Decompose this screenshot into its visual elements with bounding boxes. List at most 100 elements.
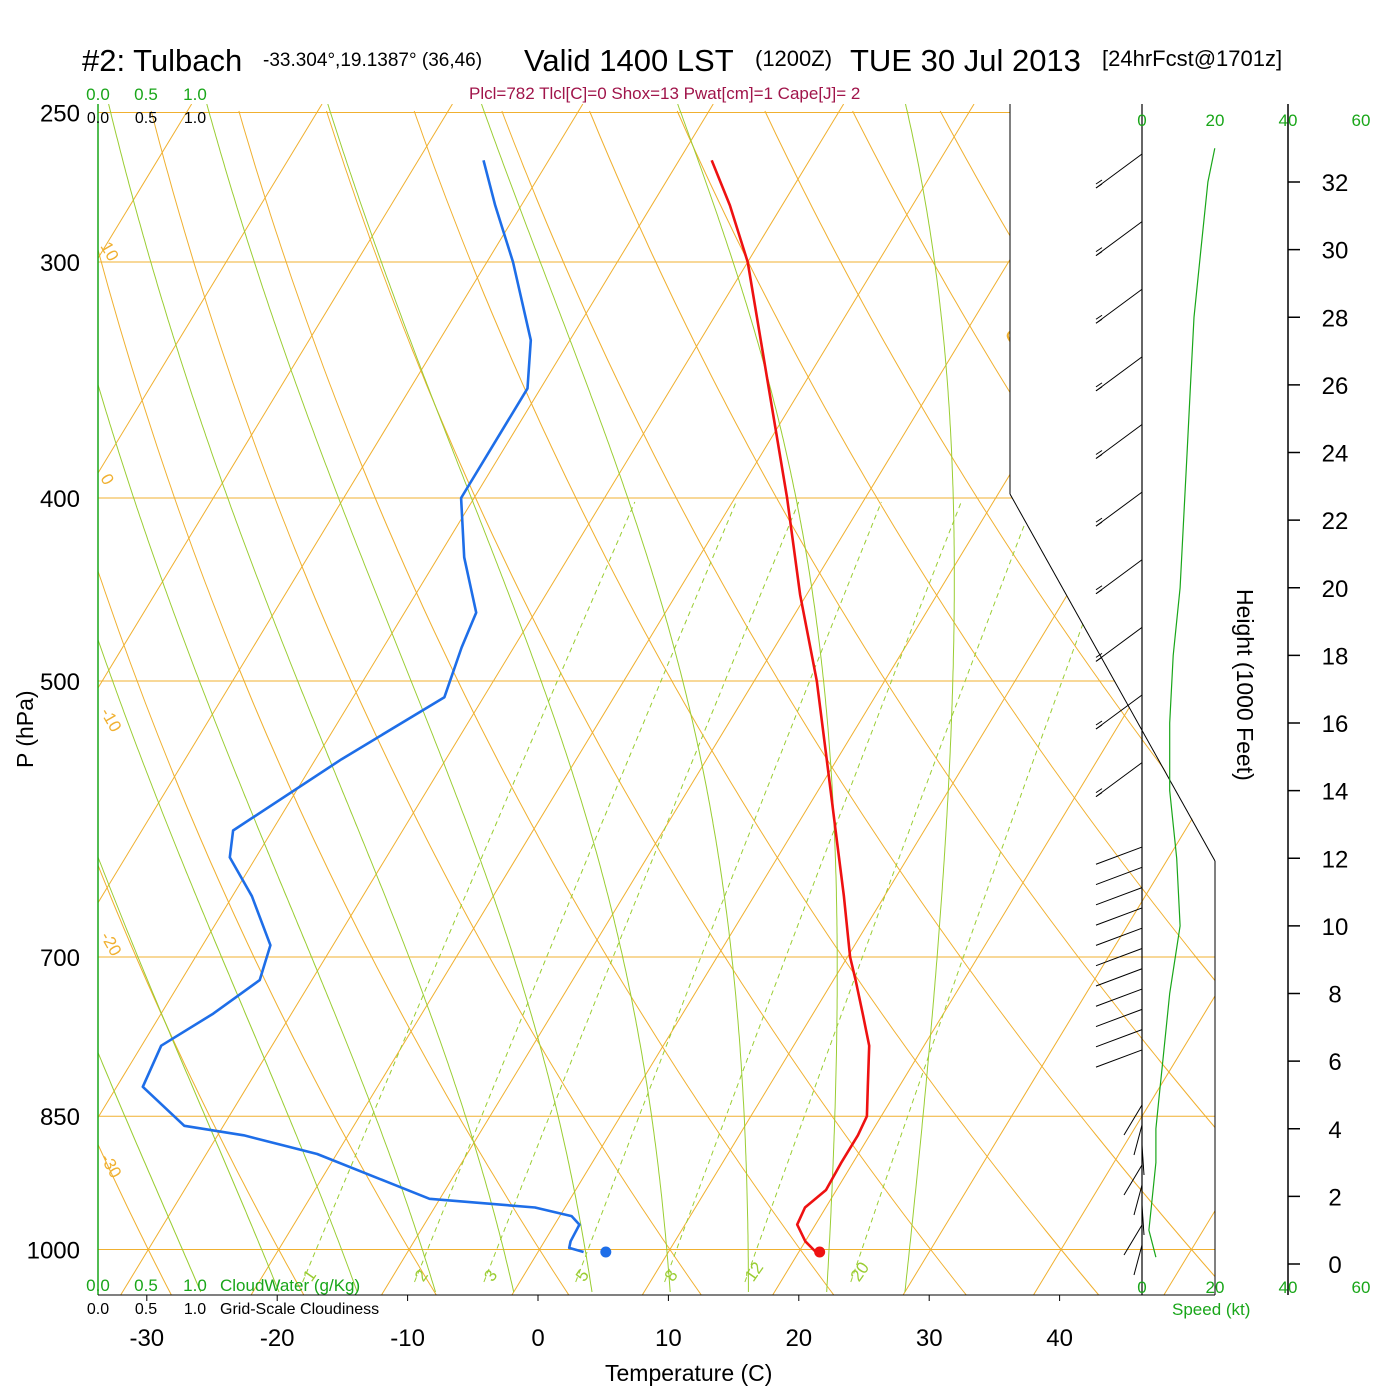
pressure-tick-label: 850 [40, 1104, 80, 1131]
wind-barb-flag [1095, 720, 1103, 726]
height-tick-label: 30 [1322, 238, 1349, 265]
speed-tick-label-top: 60 [1352, 111, 1371, 130]
wind-barb-flag [1095, 656, 1103, 662]
temperature-tick-label: 0 [531, 1325, 544, 1352]
slanted-frame-line [1009, 493, 1216, 862]
height-tick-label: 0 [1328, 1252, 1341, 1279]
cloud-scale-tick: 0.5 [134, 85, 158, 104]
wind-barb-staff [1133, 1124, 1143, 1156]
height-axis-title: Height (1000 Feet) [1232, 589, 1258, 781]
moist-adiabat-line [98, 382, 436, 1293]
wind-speed-profile-line [1148, 148, 1216, 1258]
temperature-tick-label: 40 [1046, 1325, 1073, 1352]
cloud-scale-tick: 0.0 [87, 1301, 109, 1318]
height-tick-label: 6 [1328, 1049, 1341, 1076]
speed-tick-label-top: 40 [1279, 111, 1298, 130]
dry-adiabat-line [98, 863, 305, 1295]
height-tick-label: 32 [1322, 170, 1349, 197]
mixing-ratio-line [483, 501, 800, 1283]
wind-barb-staff [1095, 846, 1143, 865]
moist-adiabat-line [904, 104, 955, 1293]
wind-barb-flag [1095, 788, 1103, 794]
dry-adiabat-line [676, 110, 1215, 982]
temperature-tick-label: -30 [129, 1325, 164, 1352]
temperature-tick-label: 20 [785, 1325, 812, 1352]
wind-barb-flag [1095, 183, 1103, 189]
pressure-tick-label: 300 [40, 250, 80, 277]
wind-barb-flag [1095, 382, 1103, 388]
cloud-scale-tick: 1.0 [184, 110, 206, 127]
mixing-ratio-line [850, 501, 1129, 1283]
wind-barb-staff [1123, 1104, 1143, 1136]
wind-barb-staff [1141, 1204, 1145, 1236]
isotherm-line [250, 104, 975, 1295]
cloud-scale-tick: 0.5 [134, 1276, 158, 1295]
height-tick-label: 12 [1322, 846, 1349, 873]
temperature-surface-marker [814, 1246, 826, 1258]
temperature-tick-label: -20 [260, 1325, 295, 1352]
pressure-tick-label: 700 [40, 945, 80, 972]
wind-barb-flag [1095, 652, 1103, 658]
wind-barb-staff [1095, 1008, 1143, 1028]
stability-indices: Plcl=782 Tlcl[C]=0 Shox=13 Pwat[cm]=1 Ca… [469, 84, 860, 103]
cloud-scale-tick: 0.5 [135, 1301, 157, 1318]
axis-labels: -30 -20 -10 0 10 20 30 401000850700500400300250… [27, 100, 1349, 1352]
wind-barb-staff [1133, 1244, 1143, 1276]
dry-adiabat-line [413, 110, 1100, 1295]
wind-barb-flag [1095, 386, 1103, 392]
x-axis-title: Temperature (C) [605, 1360, 772, 1386]
wind-barb-staff [1133, 1184, 1143, 1216]
wind-barb-flag [1095, 450, 1103, 455]
cloud-scale-tick: 1.0 [184, 1301, 206, 1318]
cloudwater-label: CloudWater (g/Kg) [220, 1276, 360, 1295]
isotherm-line [98, 104, 453, 689]
mixing-ratio-label: 8 [661, 1266, 682, 1285]
wind-barb-flag [1095, 314, 1103, 320]
wind-barb-staff [1095, 694, 1143, 730]
height-tick-label: 24 [1322, 441, 1349, 468]
moist-adiabat-line [481, 104, 749, 1292]
dry-adiabat-line [98, 569, 437, 1295]
wind-barb-flag [1095, 521, 1103, 527]
wind-barb-staff [1095, 424, 1143, 459]
wind-barb-staff [1123, 1224, 1143, 1256]
dry-adiabat-line [238, 110, 835, 1295]
speed-tick-label-bottom: 60 [1352, 1278, 1371, 1297]
height-tick-label: 22 [1322, 508, 1349, 535]
speed-tick-label-bottom: 40 [1279, 1278, 1298, 1297]
forecast-info: [24hrFcst@1701z] [1102, 46, 1282, 71]
dry-adiabat-line [326, 110, 967, 1295]
wind-barb-staff [1095, 1029, 1143, 1048]
dry-adiabat-line [98, 247, 570, 1295]
wind-barb-staff [1095, 221, 1143, 257]
height-tick-label: 14 [1322, 779, 1349, 806]
height-tick-label: 16 [1322, 711, 1349, 738]
height-tick-label: 4 [1328, 1117, 1341, 1144]
wind-barb-flag [1095, 251, 1103, 257]
cloud-scales: 0.0 0.5 1.0 0.0 0.5 1.0 0.0 0.5 1.0 0.0 0.5 1.0 [86, 85, 207, 1318]
sounding-profiles [141, 159, 871, 1258]
wind-barb-staff [1095, 559, 1143, 595]
dry-adiabat-line [1291, 111, 1400, 1295]
wind-barb-flag [1095, 517, 1103, 523]
temperature-tick-label: -10 [390, 1325, 425, 1352]
height-tick-label: 26 [1322, 373, 1349, 400]
moist-adiabat-line [108, 104, 515, 1293]
isotherm-line [641, 350, 1215, 1295]
speed-tick-label-bottom: 20 [1206, 1278, 1225, 1297]
height-tick-label: 10 [1322, 914, 1349, 941]
height-tick-label: 28 [1322, 305, 1349, 332]
mixing-ratio-line [664, 501, 962, 1283]
forecast-date: TUE 30 Jul 2013 [850, 43, 1081, 78]
wind-barb-staff [1095, 153, 1143, 189]
wind-barb-staff [1095, 288, 1143, 324]
plot-frame [97, 104, 1216, 1296]
dry-adiabat-line [501, 110, 1215, 1278]
station-coords: -33.304°,19.1387° (36,46) [263, 50, 482, 71]
wind-barb-flag [1095, 589, 1103, 595]
dry-adiabat-label: -20 [97, 929, 126, 960]
speed-tick-label-top: 0 [1137, 111, 1146, 130]
